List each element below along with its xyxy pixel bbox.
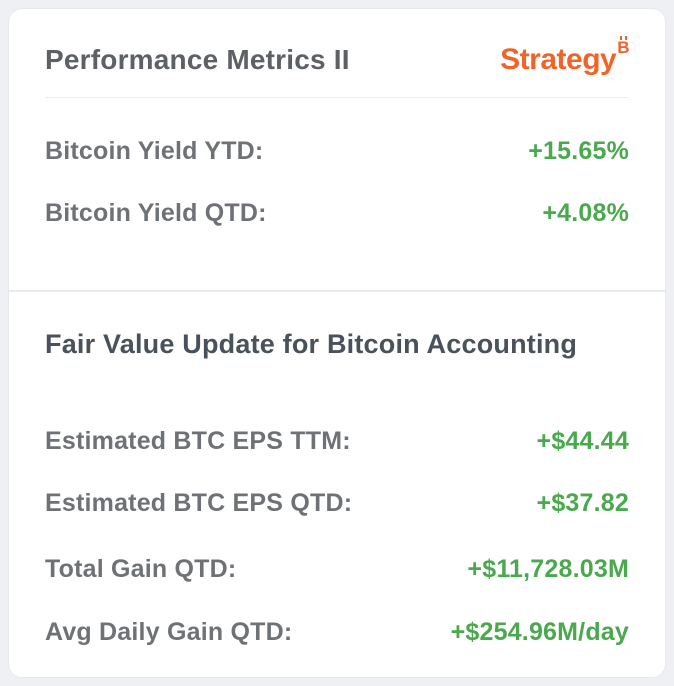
metric-value: +$11,728.03M [467, 555, 629, 583]
fair-value-heading: Fair Value Update for Bitcoin Accounting [45, 329, 578, 359]
bitcoin-yield-section: Bitcoin Yield YTD: +15.65% Bitcoin Yield… [9, 138, 665, 226]
metric-label: Estimated BTC EPS TTM: [45, 427, 351, 455]
metric-value: +$254.96M/day [450, 618, 629, 646]
metric-row-avg-daily-gain-qtd: Avg Daily Gain QTD: +$254.96M/day [45, 619, 629, 645]
metric-row-total-gain-qtd: Total Gain QTD: +$11,728.03M [45, 556, 629, 582]
card-header: Performance Metrics II Strategy B [9, 9, 665, 77]
section-divider [9, 290, 665, 292]
strategy-logo-text: Strategy [500, 43, 617, 76]
metric-row-bitcoin-yield-ytd: Bitcoin Yield YTD: +15.65% [45, 138, 629, 164]
strategy-logo[interactable]: Strategy B [500, 36, 629, 77]
metric-label: Total Gain QTD: [45, 555, 237, 583]
metric-row-btc-eps-qtd: Estimated BTC EPS QTD: +$37.82 [45, 490, 629, 516]
performance-metrics-card: Performance Metrics II Strategy B Bitcoi… [8, 8, 666, 678]
metric-label: Bitcoin Yield YTD: [45, 137, 264, 165]
metric-value: +$37.82 [536, 489, 629, 517]
metric-row-bitcoin-yield-qtd: Bitcoin Yield QTD: +4.08% [45, 200, 629, 226]
page-title: Performance Metrics II [45, 44, 350, 75]
metric-label: Bitcoin Yield QTD: [45, 199, 267, 227]
bitcoin-icon: B [617, 36, 629, 57]
fair-value-section: Fair Value Update for Bitcoin Accounting… [9, 329, 665, 645]
metric-value: +4.08% [542, 199, 629, 227]
metric-value: +15.65% [528, 137, 629, 165]
metric-row-btc-eps-ttm: Estimated BTC EPS TTM: +$44.44 [45, 428, 629, 454]
metric-label: Estimated BTC EPS QTD: [45, 489, 353, 517]
header-divider [45, 97, 629, 98]
metric-label: Avg Daily Gain QTD: [45, 618, 293, 646]
metric-value: +$44.44 [536, 427, 629, 455]
